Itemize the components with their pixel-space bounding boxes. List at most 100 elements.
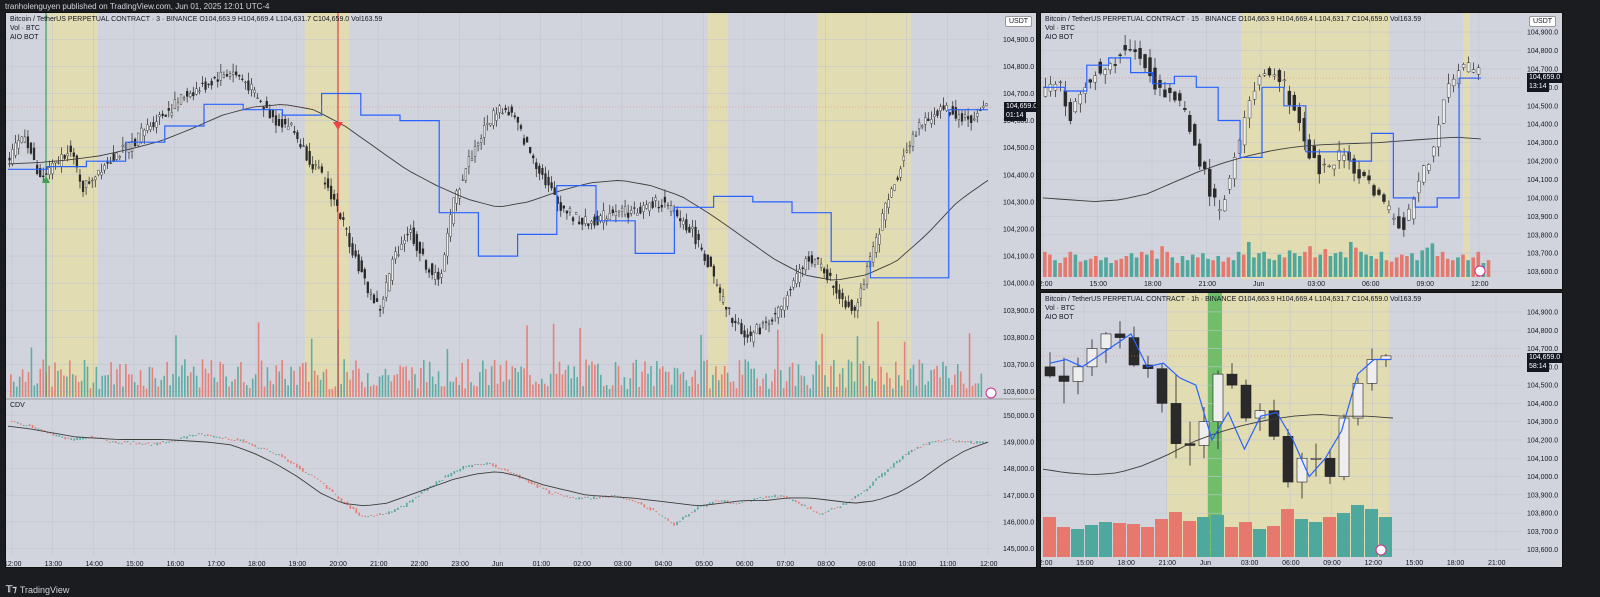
price-candle bbox=[39, 168, 42, 177]
price-candle bbox=[152, 122, 155, 128]
chart-1h-svg[interactable]: 104,900.0104,800.0104,700.0104,600.0104,… bbox=[1041, 293, 1563, 568]
aio-bot-line bbox=[1043, 57, 1481, 208]
volume-bar bbox=[906, 380, 909, 397]
aio-bot-indicator-label[interactable]: AIO BOT bbox=[10, 34, 39, 41]
cdv-bar bbox=[206, 434, 209, 436]
cdv-bar bbox=[928, 441, 931, 446]
price-candle bbox=[789, 289, 792, 291]
volume-bar bbox=[833, 360, 835, 397]
cdv-bar bbox=[331, 489, 334, 492]
time-x-tick-label: 21:00 bbox=[1159, 560, 1177, 567]
volume-indicator-label[interactable]: Vol · BTC bbox=[1045, 305, 1075, 312]
volume-bar bbox=[1071, 529, 1084, 557]
price-candle bbox=[770, 319, 774, 322]
volume-bar bbox=[653, 386, 655, 397]
currency-unit-button[interactable]: USDT bbox=[1529, 16, 1557, 27]
price-candle bbox=[1153, 67, 1157, 90]
cdv-bar bbox=[64, 437, 67, 440]
cdv-bar bbox=[613, 495, 616, 497]
volume-bar bbox=[470, 382, 472, 397]
volume-indicator-label[interactable]: Vol · BTC bbox=[10, 25, 40, 32]
cdv-bar bbox=[328, 487, 331, 490]
volume-bar bbox=[924, 384, 927, 397]
cdv-bar bbox=[423, 489, 426, 492]
volume-bar bbox=[452, 381, 455, 397]
chart-pane-1h[interactable]: 104,900.0104,800.0104,700.0104,600.0104,… bbox=[1040, 292, 1563, 568]
volume-bar bbox=[720, 374, 723, 397]
volume-bar bbox=[800, 375, 803, 397]
cdv-bar bbox=[296, 463, 298, 468]
price-candle bbox=[1044, 366, 1056, 377]
cdv-bar bbox=[818, 513, 821, 515]
cdv-y-tick-label: 149,000.0 bbox=[1003, 440, 1034, 447]
price-y-tick-label: 103,700.0 bbox=[1527, 529, 1558, 536]
volume-bar bbox=[69, 360, 71, 397]
volume-bar bbox=[160, 379, 163, 397]
volume-bar bbox=[431, 376, 434, 397]
price-candle bbox=[127, 142, 131, 153]
volume-bar bbox=[505, 360, 508, 397]
price-candle bbox=[320, 166, 324, 173]
cdv-bar bbox=[236, 438, 239, 441]
price-y-tick-label: 104,000.0 bbox=[1527, 195, 1558, 202]
price-candle bbox=[372, 294, 376, 304]
price-candle bbox=[890, 188, 893, 198]
volume-bar bbox=[1197, 517, 1210, 557]
price-candle bbox=[513, 115, 516, 118]
price-candle bbox=[1118, 54, 1122, 57]
volume-bar bbox=[1085, 525, 1098, 557]
price-y-tick-label: 104,300.0 bbox=[1003, 199, 1034, 206]
volume-bar bbox=[670, 384, 673, 397]
price-y-tick-label: 104,300.0 bbox=[1527, 140, 1558, 147]
price-candle bbox=[1193, 124, 1197, 146]
volume-bar bbox=[1440, 251, 1445, 277]
price-candle bbox=[314, 164, 317, 166]
aio-bot-indicator-label[interactable]: AIO BOT bbox=[1045, 34, 1074, 41]
price-candle bbox=[620, 207, 624, 212]
price-candle bbox=[896, 177, 899, 180]
volume-bar bbox=[307, 381, 310, 397]
price-candle bbox=[29, 142, 33, 154]
price-candle bbox=[590, 221, 593, 224]
volume-bar bbox=[1456, 257, 1460, 277]
chart-15m-svg[interactable]: 104,900.0104,800.0104,700.0104,600.0104,… bbox=[1041, 13, 1563, 290]
cdv-bar bbox=[370, 514, 372, 516]
price-candle bbox=[924, 117, 927, 125]
cdv-bar bbox=[584, 496, 586, 498]
volume-bar bbox=[266, 367, 269, 397]
cdv-bar bbox=[70, 438, 72, 440]
price-candle bbox=[737, 322, 740, 324]
price-y-tick-label: 104,100.0 bbox=[1003, 254, 1034, 261]
price-candle bbox=[1287, 90, 1292, 105]
chart-pane-15m[interactable]: 104,900.0104,800.0104,700.0104,600.0104,… bbox=[1040, 12, 1563, 290]
cdv-bar bbox=[34, 426, 37, 429]
price-candle bbox=[1168, 87, 1172, 94]
cdv-bar bbox=[780, 495, 782, 497]
aio-bot-indicator-label[interactable]: AIO BOT bbox=[1045, 314, 1074, 321]
cdv-indicator-label[interactable]: CDV bbox=[10, 402, 25, 409]
chart-3m-svg[interactable]: 104,900.0 104,800.0 104,700.0 104,600.0 104,… bbox=[6, 13, 1037, 568]
cdv-bar bbox=[619, 496, 622, 498]
volume-bar bbox=[821, 333, 823, 397]
currency-unit-button[interactable]: USDT bbox=[1005, 16, 1033, 27]
price-candle bbox=[1088, 79, 1092, 83]
volume-bar bbox=[945, 366, 947, 397]
volume-bar bbox=[520, 366, 522, 397]
price-candle bbox=[265, 100, 268, 109]
volume-bar bbox=[51, 386, 53, 397]
price-candle bbox=[535, 162, 538, 170]
cdv-bar bbox=[949, 438, 952, 440]
price-candle bbox=[813, 259, 817, 265]
price-y-tick-label: 104,800.0 bbox=[1527, 328, 1558, 335]
tradingview-brand[interactable]: 𝕋⁊ TradingView bbox=[6, 584, 69, 595]
volume-bar bbox=[1247, 242, 1251, 277]
cdv-bar bbox=[501, 468, 503, 470]
volume-indicator-label[interactable]: Vol · BTC bbox=[1045, 25, 1075, 32]
cdv-bar bbox=[435, 481, 438, 486]
price-y-tick-label: 103,700.0 bbox=[1003, 362, 1034, 369]
chart-pane-3m[interactable]: 104,900.0 104,800.0 104,700.0 104,600.0 104,… bbox=[5, 12, 1037, 568]
cdv-bar bbox=[878, 476, 880, 478]
price-candle bbox=[709, 256, 712, 267]
volume-bar bbox=[1124, 256, 1129, 277]
price-candle bbox=[225, 74, 229, 77]
